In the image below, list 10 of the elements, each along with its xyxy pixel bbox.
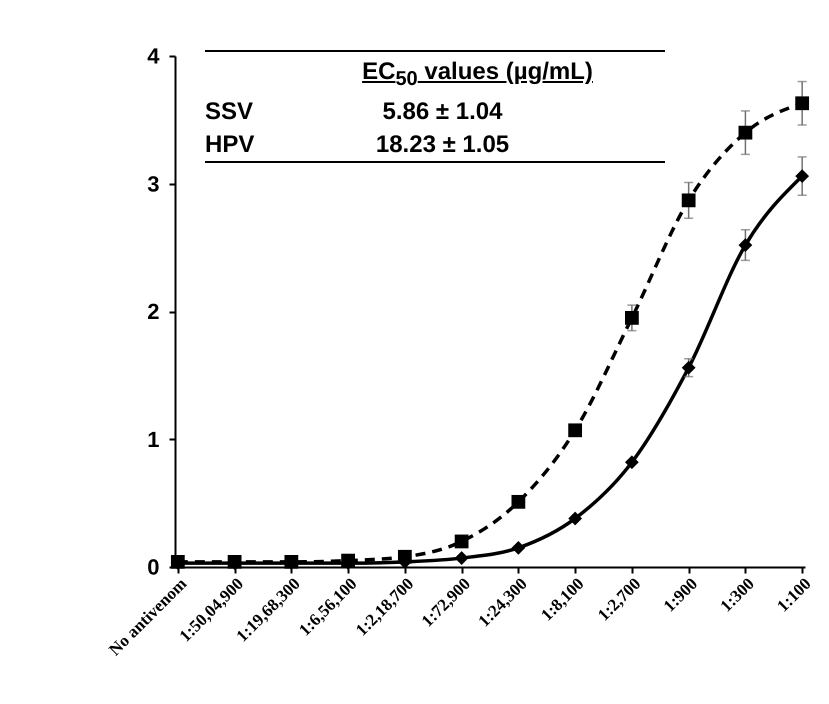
annotation: SSV (205, 96, 254, 127)
annotation: HPV (205, 130, 256, 160)
y-tick-label: 2 (147, 299, 160, 324)
annotation: EC$_{50}$ values (µg/mL) (362, 58, 593, 90)
y-tick-label: 4 (147, 44, 160, 68)
annotation: 18.23 ± 1.05 (374, 130, 510, 160)
y-tick-label: 0 (147, 554, 160, 580)
annotation: 5.86 ± 1.04 (382, 96, 504, 127)
y-tick-label: 3 (147, 171, 160, 196)
y-tick-label: 1 (147, 426, 160, 452)
